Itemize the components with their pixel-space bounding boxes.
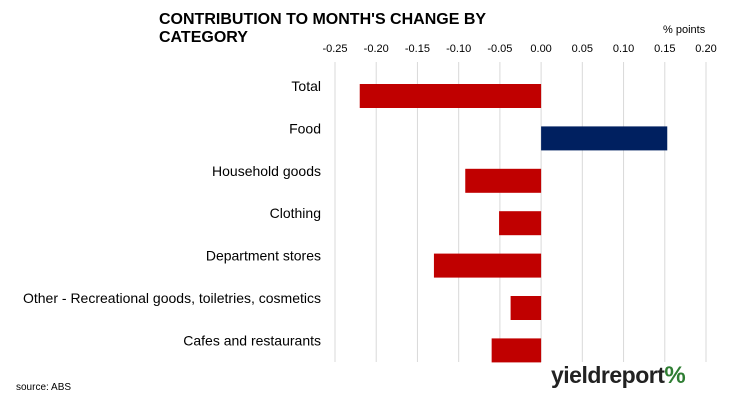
category-label: Cafes and restaurants (183, 332, 321, 348)
x-tick-label: 0.05 (572, 43, 593, 55)
x-tick-label: 0.20 (695, 43, 716, 55)
chart-title: CONTRIBUTION TO MONTH'S CHANGE BY CATEGO… (159, 11, 486, 46)
x-tick-label: -0.10 (446, 43, 471, 55)
x-tick-label: -0.20 (364, 43, 389, 55)
grid-lines (334, 62, 707, 362)
category-label: Total (291, 78, 321, 94)
bar (465, 168, 542, 193)
bars (359, 84, 668, 363)
x-tick-label: 0.10 (613, 43, 634, 55)
bar (541, 126, 668, 151)
x-tick-label: -0.05 (487, 43, 512, 55)
bar (359, 84, 542, 108)
yieldreport-logo: yieldreport% (551, 362, 686, 390)
bar (499, 211, 542, 236)
x-tick-label: -0.15 (405, 43, 430, 55)
x-axis-ticks: -0.25 -0.20 -0.15 -0.10 -0.05 0.00 0.05 0.10 0.1… (322, 43, 716, 55)
category-label: Clothing (270, 205, 321, 221)
bar (433, 253, 542, 278)
bar (510, 296, 542, 320)
source-note: source: ABS (16, 382, 72, 393)
category-label: Household goods (212, 163, 321, 179)
x-tick-label: -0.25 (322, 43, 347, 55)
category-labels: Total Food Household goods Clothing Departme… (23, 78, 321, 348)
bar (491, 338, 542, 363)
category-label: Department stores (206, 248, 321, 264)
unit-label: % points (663, 24, 706, 36)
logo-percent-symbol: % (664, 362, 686, 389)
x-tick-label: 0.15 (654, 43, 675, 55)
logo-text: yieldreport (551, 362, 665, 388)
category-label: Other - Recreational goods, toiletries, … (23, 290, 321, 306)
category-label: Food (289, 120, 321, 136)
x-tick-label: 0.00 (530, 43, 551, 55)
